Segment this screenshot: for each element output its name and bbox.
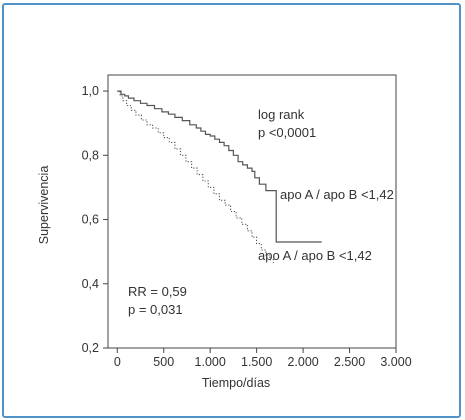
series-label-dotted: apo A / apo B <1,42 [258,248,372,263]
logrank-p-value: p <0,0001 [258,125,316,140]
figure-frame [2,3,461,418]
y-tick-label: 0,6 [82,213,99,227]
series-line-solid [117,90,322,243]
y-tick-label: 0,2 [82,341,99,355]
plot-area-border [107,74,397,349]
x-tick-label: 1.500 [241,355,272,369]
y-tick-label: 0,8 [82,148,99,162]
x-tick-label: 2.500 [334,355,365,369]
y-axis-title: Supervivencia [37,166,51,245]
x-tick-label: 0 [114,355,121,369]
y-tick-label: 0,4 [82,277,99,291]
x-tick-label: 1.000 [195,355,226,369]
x-axis-title: Tiempo/días [202,376,270,390]
x-tick-label: 3.000 [380,355,411,369]
series-label-solid: apo A / apo B <1,42 [280,187,394,202]
axes: 0 500 1.000 1.500 2.000 2.500 3.000 0,2 0,4 0,6 0,… [82,74,412,369]
x-tick-label: 2.000 [287,355,318,369]
rr-p-value: p = 0,031 [128,302,183,317]
rr-label: RR = 0,59 [128,284,187,299]
x-tick-label: 500 [153,355,174,369]
series-layer [117,90,322,263]
y-tick-label: 1,0 [82,84,99,98]
logrank-label: log rank [258,107,305,122]
series-line-dotted [117,90,274,263]
